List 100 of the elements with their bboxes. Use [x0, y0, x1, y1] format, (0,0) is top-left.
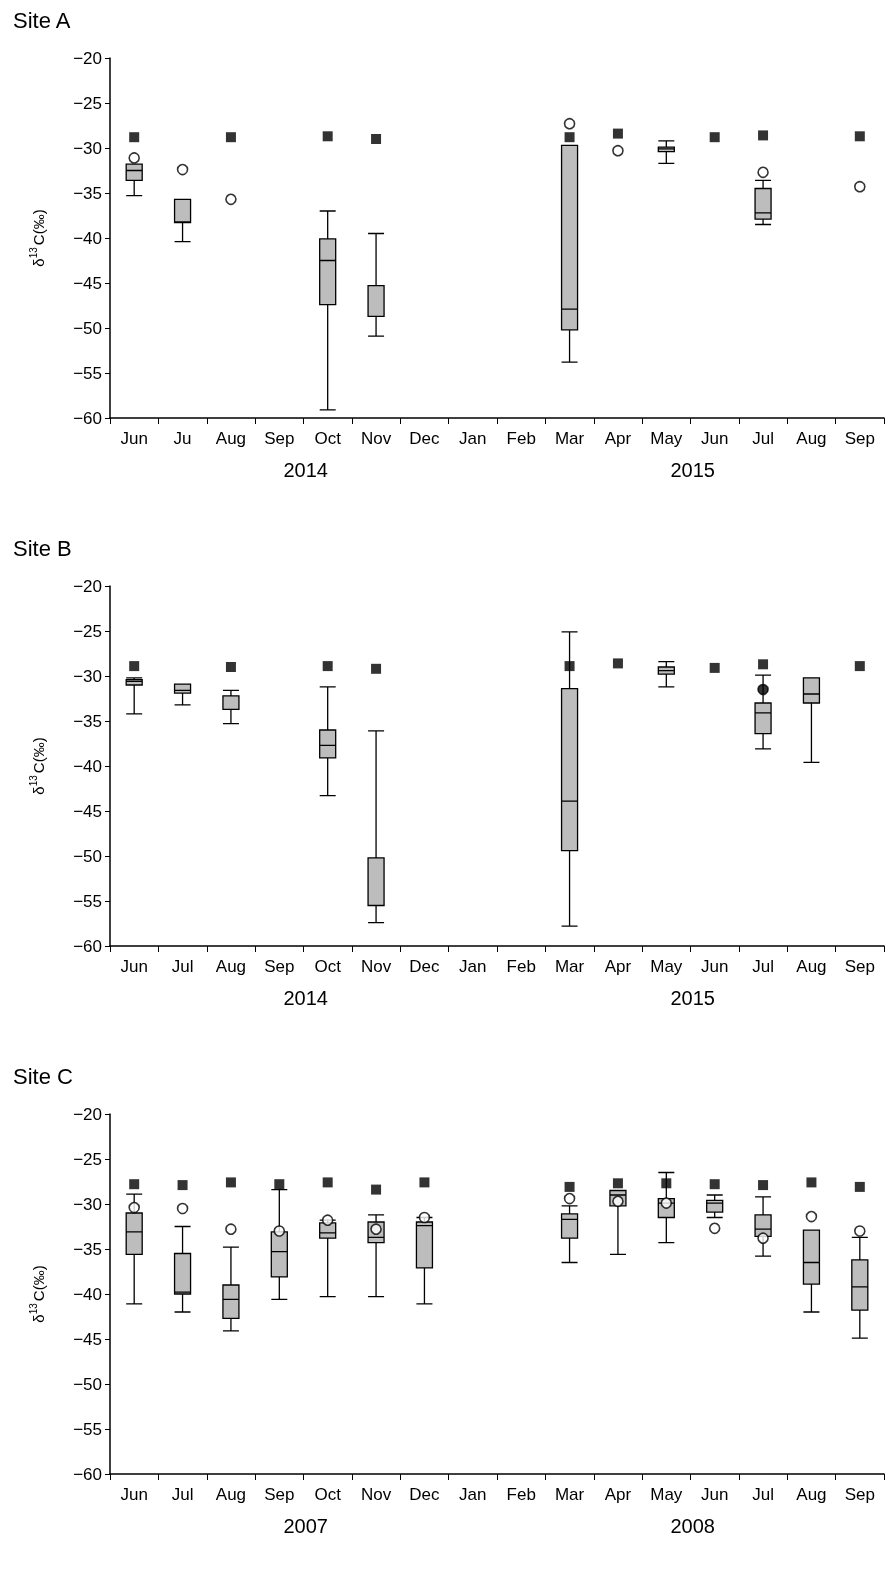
- point: [128, 1201, 140, 1214]
- point: [709, 1179, 720, 1190]
- chart-title: Site A: [13, 7, 71, 33]
- x-tick-label: Mar: [554, 429, 585, 448]
- x-tick-label: Jun: [120, 429, 148, 448]
- point: [612, 658, 623, 669]
- x-tick-label: May: [650, 1485, 683, 1504]
- x-tick-label: Feb: [506, 429, 536, 448]
- point: [322, 1177, 333, 1188]
- x-tick-label: Sep: [844, 429, 875, 448]
- y-tick-label: −45: [73, 1329, 102, 1349]
- y-tick-label: −60: [73, 408, 102, 428]
- y-tick-label: −35: [73, 1239, 102, 1259]
- x-tick-label: Sep: [264, 957, 295, 976]
- point: [322, 131, 333, 142]
- point: [273, 1225, 286, 1237]
- x-tick-label: Oct: [314, 957, 342, 976]
- point: [854, 1225, 866, 1237]
- point: [661, 1178, 672, 1189]
- point: [225, 662, 236, 672]
- text: 2015: [670, 987, 715, 1009]
- point: [225, 132, 236, 143]
- point: [563, 117, 576, 130]
- x-tick-label: Apr: [604, 957, 632, 976]
- point: [370, 1223, 382, 1235]
- x-tick-label: Aug: [796, 429, 827, 448]
- y-axis-title: δ13C(‰): [27, 737, 47, 795]
- x-tick-label: Jan: [459, 957, 487, 976]
- x-tick-label: Sep: [264, 1485, 295, 1504]
- point: [709, 132, 720, 143]
- y-tick-label: −50: [73, 846, 102, 866]
- y-axis-title: δ13C(‰): [27, 209, 47, 267]
- point: [371, 1184, 382, 1195]
- y-tick-label: −40: [73, 756, 102, 776]
- x-tick-label: Jan: [459, 429, 487, 448]
- x-tick-label: Jul: [752, 957, 774, 976]
- y-tick-label: −25: [73, 621, 102, 641]
- x-tick-label: Feb: [506, 1485, 536, 1504]
- y-tick-label: −30: [73, 666, 102, 686]
- y-axis-title: δ13C(‰): [27, 1265, 47, 1323]
- point: [563, 1192, 576, 1205]
- point: [854, 180, 866, 193]
- point: [321, 1214, 334, 1226]
- point: [660, 1197, 673, 1209]
- x-tick-label: Nov: [360, 1485, 392, 1504]
- point: [564, 661, 575, 672]
- point: [371, 134, 382, 144]
- x-tick-label: Dec: [409, 957, 441, 976]
- x-tick-label: Sep: [844, 1485, 875, 1504]
- x-tick-label: Feb: [506, 957, 536, 976]
- point: [854, 131, 865, 142]
- y-tick-label: −50: [73, 1374, 102, 1394]
- x-tick-label: Mar: [554, 957, 585, 976]
- x-tick-label: Jul: [752, 429, 774, 448]
- x-tick-label: Aug: [215, 1485, 247, 1504]
- point: [176, 163, 189, 176]
- x-tick-label: Jul: [171, 1485, 194, 1504]
- y-tick-label: −55: [73, 363, 102, 383]
- point: [418, 1211, 431, 1224]
- text: 2015: [670, 459, 715, 481]
- point: [806, 1177, 817, 1188]
- x-tick-label: Jun: [120, 957, 148, 976]
- y-tick-label: −30: [73, 138, 102, 158]
- x-tick-label: Nov: [360, 429, 392, 448]
- y-tick-label: −55: [73, 891, 102, 911]
- x-tick-label: Jun: [700, 957, 729, 976]
- x-tick-label: Apr: [604, 1485, 632, 1504]
- x-tick-label: Jun: [700, 429, 729, 448]
- x-tick-label: May: [650, 957, 683, 976]
- point: [758, 130, 769, 141]
- point: [805, 1210, 818, 1223]
- y-tick-label: −35: [73, 711, 102, 731]
- point: [612, 128, 623, 139]
- x-tick-label: Jul: [752, 1485, 774, 1504]
- chart-title: Site B: [13, 535, 72, 561]
- x-tick-label: Mar: [554, 1485, 585, 1504]
- point: [176, 1202, 189, 1215]
- point: [709, 662, 720, 673]
- x-tick-label: Dec: [409, 1485, 441, 1504]
- x-tick-label: Aug: [215, 429, 247, 448]
- y-tick-label: −20: [73, 576, 102, 596]
- y-tick-label: −55: [73, 1419, 102, 1439]
- y-tick-label: −30: [73, 1194, 102, 1214]
- y-tick-label: −45: [73, 273, 102, 293]
- point: [612, 144, 624, 157]
- y-tick-label: −60: [73, 936, 102, 956]
- text: 2007: [283, 1515, 328, 1537]
- point: [758, 659, 769, 670]
- point: [177, 1180, 188, 1191]
- point: [854, 661, 865, 672]
- point: [612, 1195, 624, 1208]
- point: [322, 661, 333, 672]
- point: [757, 1232, 769, 1244]
- y-tick-label: −35: [73, 183, 102, 203]
- point: [564, 132, 575, 143]
- x-tick-label: Jun: [120, 1485, 148, 1504]
- y-tick-label: −40: [73, 1284, 102, 1304]
- y-tick-label: −25: [73, 1149, 102, 1169]
- point: [419, 1177, 430, 1188]
- point: [129, 132, 140, 143]
